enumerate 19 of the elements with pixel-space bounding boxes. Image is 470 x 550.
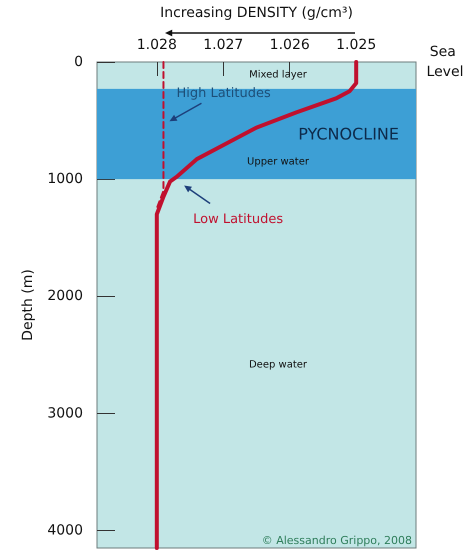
- y-tick-label: 2000: [47, 288, 83, 304]
- text: Low Latitudes: [193, 212, 284, 227]
- y-tick-label: 0: [74, 54, 83, 70]
- x-tick-label: 1.025: [336, 37, 376, 53]
- annotation: Upper water: [247, 156, 310, 168]
- series-label: High Latitudes: [176, 86, 271, 101]
- x-tick-label: 1.028: [136, 37, 177, 53]
- text: Sea Level: [426, 44, 464, 80]
- x-tick-label: 1.026: [270, 37, 310, 53]
- y-tick-label: 4000: [47, 522, 83, 538]
- y-tick-label: 1000: [47, 171, 83, 188]
- x-tick-label: 1.027: [203, 37, 244, 53]
- annotation: Mixed layer: [249, 70, 308, 80]
- annotation: Deep water: [248, 360, 308, 370]
- x-axis-title: Increasing DENSITY (g/cm³): [160, 5, 353, 21]
- y-axis-title: Depth (m): [20, 269, 36, 341]
- y-tick-label: 3000: [47, 405, 83, 422]
- annotation: © Alessandro Grippo, 2008: [262, 534, 412, 547]
- band-label: PYCNOCLINE: [298, 124, 399, 144]
